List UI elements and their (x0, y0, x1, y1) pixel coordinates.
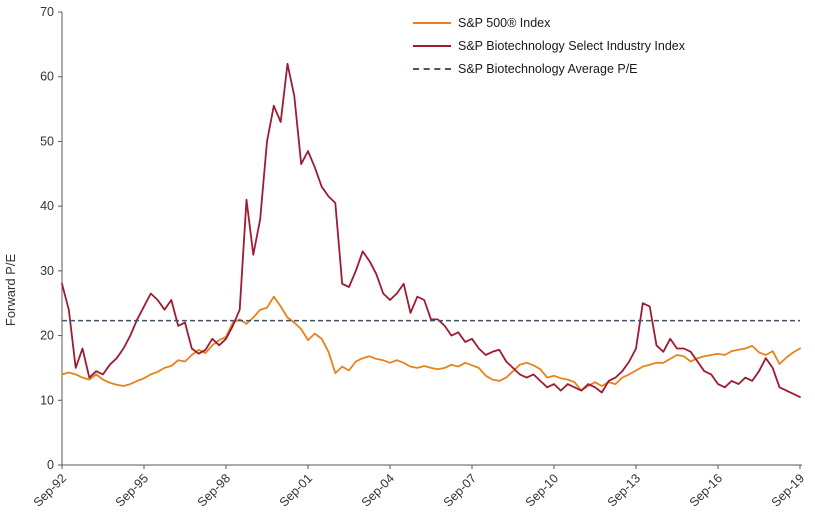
legend-item-average: S&P Biotechnology Average P/E (413, 59, 685, 79)
x-tick-label: Sep-19 (769, 471, 807, 509)
biotech-line (61, 62, 801, 399)
legend-label-average: S&P Biotechnology Average P/E (458, 62, 638, 76)
x-tick-label: Sep-04 (359, 471, 397, 509)
y-tick-label: 60 (40, 70, 54, 84)
average-dashed-swatch (413, 68, 451, 70)
x-tick-label: Sep-95 (113, 471, 151, 509)
y-tick-label: 30 (40, 264, 54, 278)
legend-item-sp500: S&P 500® Index (413, 13, 685, 33)
biotech-line-swatch (413, 45, 451, 47)
sp500-line-swatch (413, 22, 451, 24)
y-tick-label: 40 (40, 199, 54, 213)
x-tick-label: Sep-10 (523, 471, 561, 509)
x-tick-label: Sep-07 (441, 471, 479, 509)
y-tick-label: 10 (40, 393, 54, 407)
legend-item-biotech: S&P Biotechnology Select Industry Index (413, 36, 685, 56)
x-tick-label: Sep-98 (195, 471, 233, 509)
x-tick-label: Sep-92 (31, 471, 69, 509)
x-tick-label: Sep-01 (277, 471, 315, 509)
y-tick-label: 50 (40, 134, 54, 148)
legend-label-biotech: S&P Biotechnology Select Industry Index (458, 39, 685, 53)
legend: S&P 500® Index S&P Biotechnology Select … (413, 13, 685, 79)
legend-label-sp500: S&P 500® Index (458, 16, 551, 30)
x-tick-label: Sep-16 (687, 471, 725, 509)
y-axis-title: Forward P/E (3, 254, 18, 327)
plot-area: 0 10 20 30 40 50 60 70 Sep-92 Sep-95 Sep-98 Sep-01 S… (31, 5, 807, 510)
x-tick-label: Sep-13 (605, 471, 643, 509)
y-tick-label: 20 (40, 329, 54, 343)
y-tick-label: 70 (40, 5, 54, 19)
y-tick-label: 0 (47, 458, 54, 472)
sp500-line (61, 295, 801, 392)
